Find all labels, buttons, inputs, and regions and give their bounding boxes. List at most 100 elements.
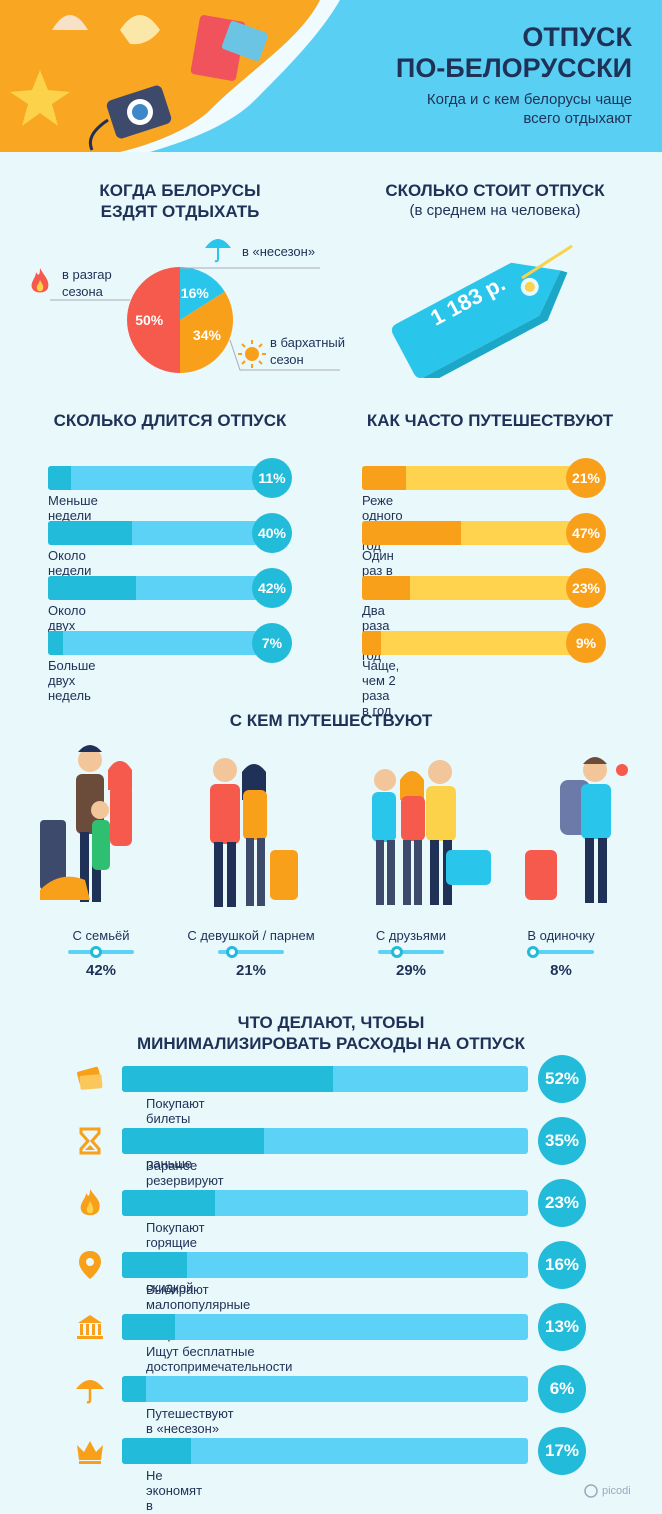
savings-bar-fill: [122, 1252, 187, 1278]
savings-bar-value: 52%: [538, 1055, 586, 1103]
companion-track: [218, 946, 284, 958]
page-title-line2: ПО-БЕЛОРУССКИ: [395, 53, 632, 83]
family-illustration: [40, 745, 132, 902]
duration-bar-track: [48, 466, 258, 490]
frequency-bar-value: 47%: [566, 513, 606, 553]
companion-value: 42%: [85, 962, 117, 979]
savings-bar-value: 16%: [538, 1241, 586, 1289]
frequency-bar-fill: [362, 521, 461, 545]
duration-bar-value: 40%: [252, 513, 292, 553]
savings-bar-track: [122, 1190, 528, 1216]
savings-bar-track: [122, 1066, 528, 1092]
savings-bar-value: 6%: [538, 1365, 586, 1413]
frequency-bar-label: Чаще, чем 2 раза в год: [362, 658, 400, 718]
duration-bar-label: Около недели: [48, 548, 92, 578]
savings-bar-track: [122, 1314, 528, 1340]
savings-bar-value: 17%: [538, 1427, 586, 1475]
museum-icon: [77, 1315, 103, 1339]
companion-value: 21%: [235, 962, 267, 979]
umbrella-icon: [205, 239, 231, 263]
when-title-line1: КОГДА БЕЛОРУСЫ: [99, 181, 261, 200]
when-title: КОГДА БЕЛОРУСЫ ЕЗДЯТ ОТДЫХАТЬ: [70, 180, 290, 222]
companion-marker: [89, 946, 102, 958]
frequency-bar-fill: [362, 576, 411, 600]
camera-icon: [88, 85, 172, 151]
duration-bar-fill: [48, 631, 63, 655]
tickets-icon: [77, 1066, 103, 1090]
pie-label-velvet-line1: в бархатный: [270, 335, 346, 350]
pie-label-offseason: в «несезон»: [242, 244, 316, 259]
frequency-bar-fill: [362, 466, 407, 490]
cost-subtitle: (в среднем на человека): [409, 202, 581, 219]
picodi-logo-text: picodi: [602, 1485, 631, 1497]
duration-bar-track: [48, 521, 258, 545]
fire-icon: [31, 268, 49, 293]
savings-title: ЧТО ДЕЛАЮТ, ЧТОБЫ МИНИМАЛИЗИРОВАТЬ РАСХО…: [0, 1012, 662, 1054]
savings-bar-fill: [122, 1314, 175, 1340]
pie-slice-label: 16%: [181, 285, 210, 301]
companion-label: С друзьями: [375, 928, 447, 943]
picodi-logo: picodi: [584, 1484, 631, 1498]
starfish-icon: [10, 70, 70, 126]
location-pin-icon: [79, 1251, 101, 1279]
umbrella-icon: [76, 1380, 104, 1404]
passport-icon: [190, 15, 269, 81]
pie-label-peak-line1: в разгар: [62, 267, 112, 282]
savings-bar-fill: [122, 1066, 334, 1092]
companion-label: С девушкой / парнем: [187, 928, 315, 943]
savings-bar-track: [122, 1376, 528, 1402]
savings-title-line2: МИНИМАЛИЗИРОВАТЬ РАСХОДЫ НА ОТПУСК: [136, 1034, 526, 1053]
duration-bar-value: 7%: [252, 623, 292, 663]
frequency-bar-value: 9%: [566, 623, 606, 663]
duration-bar-fill: [48, 576, 137, 600]
pie-label-velvet-line2: сезон: [270, 352, 304, 367]
savings-bar-fill: [122, 1190, 216, 1216]
savings-bar-fill: [122, 1128, 265, 1154]
frequency-bar-value: 21%: [566, 458, 606, 498]
frequency-bar-fill: [362, 631, 381, 655]
duration-bar-value: 42%: [252, 568, 292, 608]
pie-slice: [180, 267, 225, 320]
season-pie-chart: 16% 34% 50%: [50, 267, 340, 373]
companion-track: [378, 946, 444, 958]
companions-title: С КЕМ ПУТЕШЕСТВУЮТ: [229, 711, 433, 730]
savings-bar-fill: [122, 1376, 147, 1402]
duration-bar-fill: [48, 521, 132, 545]
people-illustration: [40, 745, 628, 907]
seashell-icon: [52, 15, 160, 45]
companion-label: В одиночку: [527, 928, 595, 943]
duration-bar-value: 11%: [252, 458, 292, 498]
savings-bar-label: Путешествуют в «несезон»: [146, 1406, 234, 1436]
picodi-logo-icon: [584, 1484, 598, 1498]
page-subtitle: Когда и с кем белорусы чаще всего отдыха…: [426, 91, 632, 127]
solo-traveler-illustration: [525, 757, 628, 903]
cost-title: СКОЛЬКО СТОИТ ОТПУСК: [385, 181, 605, 200]
savings-bar-track: [122, 1438, 528, 1464]
duration-bar-fill: [48, 466, 72, 490]
pie-slice-label: 50%: [135, 312, 164, 328]
header-banner: ОТПУСК ПО-БЕЛОРУССКИ Когда и с кем белор…: [0, 0, 662, 152]
pie-slice-label: 34%: [193, 327, 222, 343]
duration-bar-label: Меньше недели: [48, 493, 98, 523]
savings-bar-label: Не экономят в отпуске: [146, 1468, 203, 1514]
companion-value: 29%: [395, 962, 427, 979]
frequency-bar-track: [362, 466, 572, 490]
pie-label-peak-line2: сезона: [62, 284, 103, 299]
companion-marker: [527, 946, 540, 958]
savings-bar-track: [122, 1128, 528, 1154]
pie-label-velvet: в бархатный сезон: [270, 334, 345, 368]
companion-track: [527, 946, 594, 958]
savings-title-line1: ЧТО ДЕЛАЮТ, ЧТОБЫ: [237, 1013, 425, 1032]
companion-marker: [225, 946, 238, 958]
pie-label-peak: в разгар сезона: [62, 266, 112, 300]
savings-bar-label: Ищут бесплатные достопримечательности: [146, 1344, 293, 1374]
savings-bar-track: [122, 1252, 528, 1278]
price-tag-icon: [391, 244, 573, 378]
friends-illustration: [372, 760, 491, 905]
fire-icon: [80, 1189, 100, 1216]
savings-bar-value: 35%: [538, 1117, 586, 1165]
duration-bar-track: [48, 576, 258, 600]
frequency-bar-track: [362, 631, 572, 655]
pie-slice: [127, 267, 180, 373]
savings-bar-value: 13%: [538, 1303, 586, 1351]
